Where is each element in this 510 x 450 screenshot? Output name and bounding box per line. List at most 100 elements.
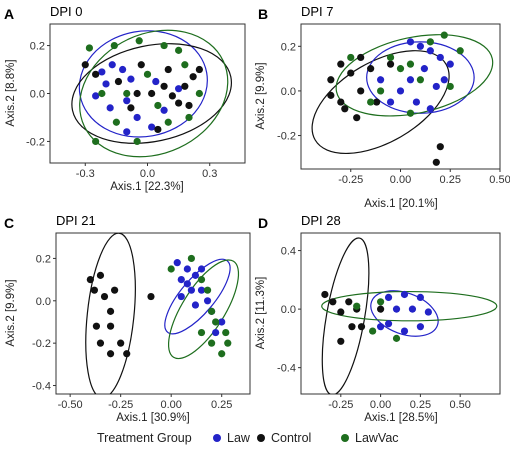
x-axis-label: Axis.1 [22.3%] — [110, 181, 184, 193]
data-point-control — [185, 101, 193, 110]
data-point-law — [416, 323, 424, 331]
data-point-law — [127, 75, 135, 83]
data-point-control — [90, 286, 98, 294]
legend-label-law: Law — [227, 431, 251, 445]
ellipse-control — [85, 233, 136, 394]
data-point-control — [432, 158, 440, 166]
y-tick-label: -0.2 — [32, 338, 51, 350]
data-point-law — [396, 87, 405, 95]
x-axis-ticks: -0.3 0.0 0.3 — [76, 163, 217, 180]
panel-title: DPI 28 — [301, 213, 341, 228]
data-point-control — [367, 65, 375, 73]
data-point-control — [357, 87, 365, 95]
data-point-control — [148, 89, 156, 98]
data-point-lawvac — [92, 137, 100, 146]
panel-letter: B — [258, 6, 268, 22]
data-point-control — [181, 82, 189, 90]
data-point-law — [377, 323, 385, 331]
data-point-control — [117, 339, 125, 347]
data-point-control — [347, 69, 355, 77]
data-point-lawvac — [386, 53, 395, 62]
data-point-law — [183, 280, 191, 288]
data-point-control — [348, 323, 356, 331]
panel-letter: C — [4, 215, 14, 231]
data-point-law — [92, 92, 100, 100]
panel-letter: D — [258, 215, 268, 231]
x-tick-label: 0.50 — [489, 174, 510, 186]
y-axis-label: Axis.2 [9.9%] — [5, 279, 17, 346]
x-tick-label: 0.50 — [449, 399, 470, 411]
x-axis-label: Axis.1 [20.1%] — [364, 198, 438, 210]
data-point-law — [191, 301, 200, 309]
data-point-control — [337, 98, 345, 106]
data-point-control — [377, 305, 385, 313]
data-point-lawvac — [377, 298, 385, 306]
legend: Treatment Group Law Control LawVac — [97, 431, 399, 445]
data-point-lawvac — [195, 89, 203, 98]
data-point-law — [108, 61, 116, 69]
y-tick-label: 0.0 — [281, 304, 296, 316]
data-point-lawvac — [203, 286, 212, 294]
y-tick-label: 0.2 — [36, 253, 51, 265]
data-point-control — [189, 73, 197, 81]
panel-title: DPI 7 — [301, 4, 334, 19]
data-point-lawvac — [197, 328, 206, 337]
data-point-lawvac — [135, 37, 143, 45]
data-point-law — [386, 98, 395, 106]
point-layer — [81, 37, 203, 146]
panel-a: A DPI 0 -0.3 0.0 0.3 -0.2 0.0 0.2 Axis.1 [22… — [4, 4, 246, 193]
ellipse-lawvac — [335, 34, 494, 117]
panel-b: B DPI 7 -0.25 0.00 0.25 0.50 -0.2 0.0 0.2 Axi… — [255, 4, 510, 210]
data-point-law — [440, 76, 448, 84]
x-tick-label: 0.25 — [211, 399, 232, 411]
data-point-lawvac — [353, 302, 361, 310]
data-point-law — [197, 286, 206, 294]
data-point-control — [327, 91, 335, 99]
data-point-law — [175, 85, 183, 93]
data-point-law — [384, 293, 393, 301]
data-point-control — [329, 298, 337, 306]
data-point-law — [148, 123, 156, 131]
data-point-law — [436, 53, 444, 62]
data-point-law — [177, 276, 185, 284]
data-point-lawvac — [347, 53, 355, 62]
data-point-lawvac — [112, 118, 120, 126]
plot-frame — [55, 232, 251, 395]
data-point-lawvac — [143, 70, 152, 78]
data-point-law — [400, 327, 409, 335]
ellipse-control — [321, 237, 370, 394]
data-point-law — [160, 106, 168, 114]
data-point-lawvac — [187, 254, 195, 263]
data-point-lawvac — [218, 350, 226, 358]
panel-letter: A — [4, 6, 14, 22]
x-axis-ticks: -0.25 0.00 0.25 0.50 — [328, 394, 471, 411]
y-tick-label: -0.4 — [32, 381, 51, 393]
ellipse-control — [311, 50, 450, 155]
ellipse-layer — [321, 237, 498, 394]
x-axis-ticks: -0.50 -0.25 0.00 0.25 — [58, 394, 232, 411]
data-point-control — [81, 61, 89, 69]
data-point-control — [386, 60, 395, 68]
data-point-lawvac — [416, 76, 424, 84]
data-point-lawvac — [160, 41, 168, 50]
y-tick-label: 0.0 — [281, 86, 296, 98]
data-point-control — [92, 70, 100, 78]
data-point-lawvac — [406, 109, 415, 117]
data-point-control — [195, 65, 203, 74]
data-point-lawvac — [212, 318, 220, 326]
data-point-control — [337, 308, 345, 316]
x-axis-label: Axis.1 [30.9%] — [116, 412, 190, 424]
data-point-lawvac — [377, 87, 385, 95]
panel-c: C DPI 21 -0.50 -0.25 0.00 0.25 -0.4 -0.2 0.0 0… — [4, 213, 251, 424]
y-tick-label: -0.4 — [277, 363, 296, 375]
data-point-law — [400, 290, 409, 299]
ellipse-layer — [71, 29, 233, 158]
data-point-lawvac — [98, 89, 106, 98]
legend-title: Treatment Group — [97, 431, 192, 445]
data-point-law — [406, 38, 415, 46]
data-point-law — [420, 65, 428, 73]
ellipse-lawvac — [321, 290, 498, 322]
x-tick-label: 0.25 — [440, 174, 461, 186]
data-point-lawvac — [167, 265, 175, 273]
